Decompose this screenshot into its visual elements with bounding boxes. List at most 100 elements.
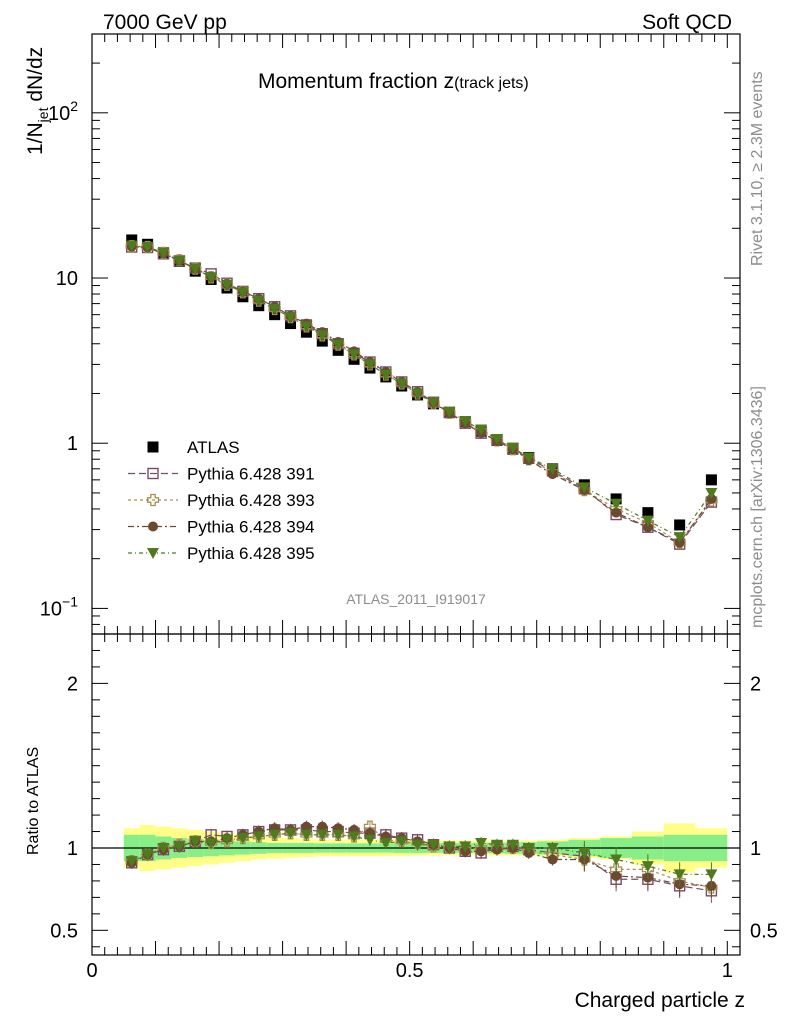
point-pythia-6-428-395 — [221, 279, 233, 291]
ratio-point-pythia-6-428-394 — [317, 821, 328, 832]
point-pythia-6-428-395 — [332, 339, 345, 351]
ratio-point-pythia-6-428-395 — [673, 869, 686, 881]
ratio-y-tick-label: 2 — [67, 673, 78, 695]
rivet-label: Rivet 3.1.10, ≥ 2.3M events — [749, 71, 766, 266]
main-y-label-a: 1/N — [24, 122, 47, 155]
ratio-point-pythia-6-428-395 — [443, 841, 456, 853]
ratio-point-pythia-6-428-394 — [611, 870, 622, 881]
point-pythia-6-428-395 — [443, 406, 456, 418]
y-tick-label: 102 — [48, 98, 78, 125]
y-tick-label: 10 — [56, 268, 78, 290]
point-pythia-6-428-395 — [268, 303, 281, 315]
y-tick-label-base: 10 — [40, 598, 62, 620]
ratio-point-pythia-6-428-395 — [522, 843, 535, 854]
ratio-point-pythia-6-428-395 — [221, 834, 233, 846]
y-tick-label: 1 — [67, 433, 78, 455]
analysis-tag: ATLAS_2011_I919017 — [346, 591, 486, 607]
point-pythia-6-428-395 — [673, 532, 686, 544]
y-tick-label-exp: −1 — [62, 593, 78, 609]
ratio-y-tick-label-right: 2 — [750, 673, 761, 695]
point-pythia-6-428-395 — [348, 349, 361, 361]
ratio-point-pythia-6-428-395 — [332, 829, 345, 841]
ratio-point-pythia-6-428-395 — [395, 836, 408, 848]
ratio-point-pythia-6-428-395 — [268, 829, 281, 841]
point-pythia-6-428-395 — [125, 240, 138, 252]
point-pythia-6-428-395 — [610, 498, 623, 510]
point-atlas — [705, 474, 717, 486]
point-pythia-6-428-395 — [546, 463, 559, 475]
ratio-y-tick-label-right: 0.5 — [750, 920, 778, 942]
ratio-point-pythia-6-428-395 — [236, 833, 249, 845]
ratio-y-tick-label: 0.5 — [50, 920, 78, 942]
legend-marker — [147, 548, 159, 559]
ratio-point-pythia-6-428-395 — [252, 831, 265, 843]
point-pythia-6-428-395 — [236, 287, 249, 299]
legend-label: Pythia 6.428 393 — [187, 491, 315, 510]
legend-label: Pythia 6.428 391 — [187, 465, 315, 484]
energy-label: 7000 GeV pp — [103, 11, 227, 34]
point-pythia-6-428-394 — [611, 507, 622, 518]
legend: ATLAS Pythia 6.428 391 Pythia 6.428 393 Pyt… — [128, 438, 315, 563]
ratio-plot-frame — [91, 633, 741, 956]
main-y-label-b: dN/dz — [24, 47, 47, 108]
main-y-label-sub: jet — [35, 107, 51, 123]
point-pythia-6-428-395 — [173, 255, 186, 267]
point-pythia-6-428-395 — [411, 388, 424, 400]
point-pythia-6-428-395 — [475, 424, 488, 436]
ratio-point-pythia-6-428-394 — [476, 846, 487, 857]
plot-title: Momentum fraction z(track jets) — [258, 70, 529, 93]
ratio-point-pythia-6-428-395 — [379, 838, 392, 850]
ratio-point-pythia-6-428-395 — [475, 838, 488, 850]
ratio-point-pythia-6-428-395 — [610, 854, 623, 866]
y-tick-label-base: 10 — [48, 103, 70, 125]
x-tick-label: 0 — [86, 960, 97, 982]
process-label: Soft QCD — [642, 11, 732, 34]
point-pythia-6-428-395 — [157, 247, 170, 259]
point-pythia-6-428-395 — [578, 482, 591, 494]
x-tick-label: 1 — [722, 960, 733, 982]
point-atlas — [642, 507, 654, 519]
point-pythia-6-428-395 — [491, 434, 503, 446]
y-tick-label-base: 1 — [67, 433, 78, 455]
ratio-point-pythia-6-428-395 — [491, 839, 503, 851]
point-pythia-6-428-395 — [705, 487, 718, 499]
point-pythia-6-428-395 — [506, 442, 519, 454]
legend-marker — [147, 467, 159, 480]
y-tick-label-base: 10 — [56, 268, 78, 290]
legend-label: ATLAS — [187, 438, 240, 457]
ratio-point-pythia-6-428-395 — [459, 841, 472, 853]
main-y-axis-label: 1/Njet dN/dz — [24, 47, 51, 155]
point-pythia-6-428-395 — [641, 515, 654, 527]
ratio-y-axis-label: Ratio to ATLAS — [25, 747, 42, 855]
ratio-point-pythia-6-428-395 — [506, 839, 519, 851]
data-series — [125, 234, 718, 903]
point-pythia-6-428-395 — [284, 312, 297, 324]
ratio-y-tick-label-right: 1 — [750, 838, 761, 860]
ratio-point-pythia-6-428-395 — [316, 829, 329, 841]
point-pythia-6-428-395 — [379, 369, 392, 381]
point-pythia-6-428-395 — [300, 321, 313, 333]
ratio-point-pythia-6-428-394 — [547, 854, 558, 865]
y-tick-label: 10−1 — [40, 593, 78, 620]
legend-marker — [147, 441, 159, 453]
ratio-point-pythia-6-428-395 — [705, 869, 718, 881]
ratio-point-pythia-6-428-395 — [205, 838, 218, 850]
point-pythia-6-428-395 — [141, 242, 154, 254]
ratio-point-pythia-6-428-395 — [157, 843, 170, 854]
ratio-point-pythia-6-428-395 — [411, 839, 424, 851]
point-pythia-6-428-395 — [427, 397, 440, 409]
point-pythia-6-428-395 — [205, 272, 218, 284]
point-pythia-6-428-395 — [316, 330, 329, 342]
ratio-point-pythia-6-428-394 — [301, 821, 312, 832]
y-tick-label-exp: 2 — [70, 98, 78, 114]
x-axis-label: Charged particle z — [575, 989, 745, 1012]
point-pythia-6-428-394 — [642, 522, 653, 533]
ratio-point-pythia-6-428-395 — [284, 828, 297, 840]
legend-marker — [148, 521, 158, 532]
legend-marker — [146, 493, 160, 507]
point-pythia-6-428-395 — [395, 378, 408, 390]
plot-title-main: Momentum fraction z — [258, 70, 454, 93]
ratio-point-pythia-6-428-395 — [125, 856, 138, 868]
point-atlas — [674, 519, 686, 531]
